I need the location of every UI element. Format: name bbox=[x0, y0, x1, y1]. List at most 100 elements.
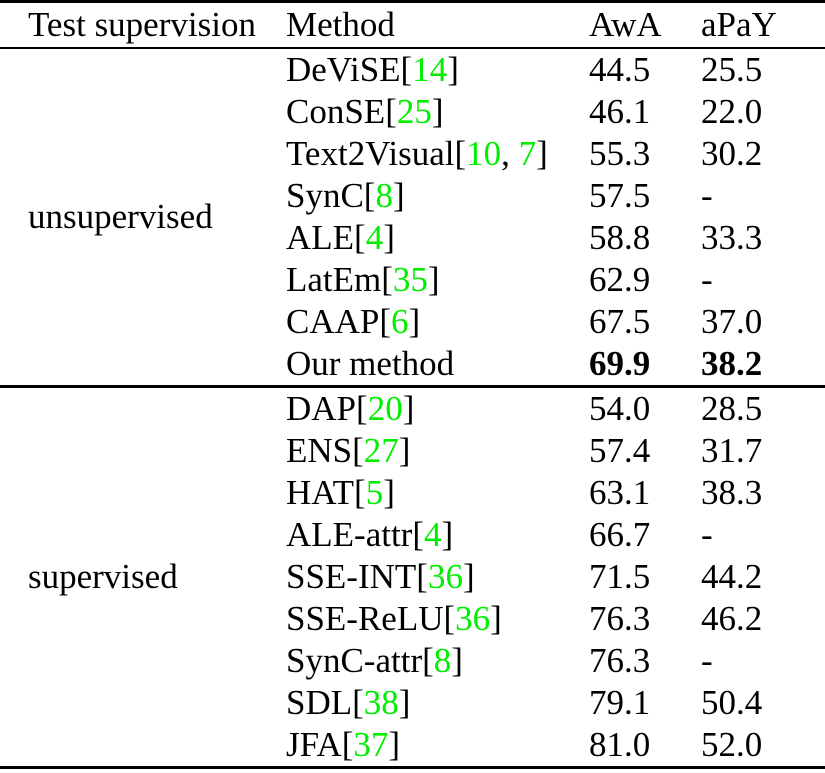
method-name: SynC[ bbox=[286, 176, 376, 215]
method-name: ] bbox=[388, 725, 401, 764]
apay-value: 38.3 bbox=[701, 473, 763, 512]
method-name: ] bbox=[398, 683, 411, 722]
method-name: ] bbox=[383, 218, 395, 257]
method-name: , bbox=[501, 134, 519, 173]
section-supervised: supervised DAP[20] 54.0 28.5 ENS[27] 57.4 31.7… bbox=[0, 386, 825, 768]
method-name: ] bbox=[462, 557, 475, 596]
citation-ref: 6 bbox=[391, 302, 409, 341]
method-name: ] bbox=[383, 473, 395, 512]
citation-ref: 36 bbox=[455, 599, 491, 638]
method-cell: ALE[4] bbox=[257, 217, 585, 259]
method-name: JFA[ bbox=[286, 725, 354, 764]
method-name: ] bbox=[490, 599, 502, 638]
method-name: DAP[ bbox=[286, 389, 368, 428]
method-name: LatEm[ bbox=[286, 260, 393, 299]
method-name: SynC-attr[ bbox=[286, 641, 434, 680]
table-row: supervised DAP[20] 54.0 28.5 bbox=[0, 387, 825, 596]
citation-ref: 5 bbox=[365, 473, 384, 512]
header-method: Method bbox=[286, 5, 395, 44]
method-name: ALE-attr[ bbox=[286, 515, 424, 554]
apay-value: - bbox=[701, 641, 713, 680]
table-row: ConSE[25] 46.1 22.0 bbox=[0, 91, 825, 133]
citation-ref: 36 bbox=[427, 557, 463, 596]
citation-ref: 37 bbox=[353, 725, 389, 764]
awa-value: 76.3 bbox=[589, 641, 651, 680]
apay-value: 33.3 bbox=[701, 218, 763, 257]
apay-value: 28.5 bbox=[701, 389, 763, 428]
awa-value: 62.9 bbox=[589, 260, 651, 299]
table-row: SSE-INT[36] 71.5 44.2 bbox=[0, 556, 825, 598]
awa-value: 57.5 bbox=[589, 176, 651, 215]
method-cell: LatEm[35] bbox=[257, 259, 585, 301]
awa-value: 63.1 bbox=[589, 473, 651, 512]
apay-value: 50.4 bbox=[701, 683, 763, 722]
apay-value: 38.2 bbox=[701, 344, 763, 383]
awa-value: 79.1 bbox=[589, 683, 651, 722]
method-cell: Our method bbox=[257, 343, 585, 387]
table-row: CAAP[6] 67.5 37.0 bbox=[0, 301, 825, 343]
awa-value: 81.0 bbox=[589, 725, 651, 764]
header-apay: aPaY bbox=[701, 5, 777, 44]
method-cell: SDL[38] bbox=[257, 682, 585, 724]
citation-ref: 8 bbox=[433, 641, 452, 680]
apay-value: 46.2 bbox=[701, 599, 763, 638]
apay-value: - bbox=[701, 260, 713, 299]
method-name: ENS[ bbox=[286, 431, 364, 470]
apay-value: 30.2 bbox=[701, 134, 763, 173]
table-row: SDL[38] 79.1 50.4 bbox=[0, 682, 825, 724]
section-label: supervised bbox=[28, 557, 178, 596]
method-name: SDL[ bbox=[286, 683, 364, 722]
table-row: HAT[5] 63.1 38.3 bbox=[0, 472, 825, 514]
method-cell: ALE-attr[4] bbox=[257, 514, 585, 556]
method-name: SSE-ReLU[ bbox=[286, 599, 456, 638]
table-row: SynC-attr[8] 76.3- bbox=[0, 640, 825, 682]
method-name: ] bbox=[408, 302, 421, 341]
awa-value: 57.4 bbox=[589, 431, 651, 470]
method-name: ALE[ bbox=[286, 218, 366, 257]
method-name: ] bbox=[441, 515, 454, 554]
citation-ref: 4 bbox=[423, 515, 442, 554]
method-name: SSE-INT[ bbox=[286, 557, 428, 596]
awa-value: 46.1 bbox=[589, 92, 651, 131]
awa-value: 69.9 bbox=[589, 344, 651, 383]
table-row: unsupervised DeViSE[14] 44.5 25.5 bbox=[0, 48, 825, 236]
method-name: HAT[ bbox=[286, 473, 366, 512]
apay-value: - bbox=[701, 176, 713, 215]
apay-value: 37.0 bbox=[701, 302, 763, 341]
method-cell: SSE-INT[36] bbox=[257, 556, 585, 598]
method-name: ] bbox=[447, 50, 459, 89]
awa-value: 44.5 bbox=[589, 50, 651, 89]
method-name: Text2Visual[ bbox=[286, 134, 467, 173]
section-unsupervised: unsupervised DeViSE[14] 44.5 25.5 ConSE[25] 4… bbox=[0, 48, 825, 387]
method-cell: ConSE[25] bbox=[257, 91, 585, 133]
citation-ref: 14 bbox=[412, 50, 448, 89]
table-row: JFA[37] 81.0 52.0 bbox=[0, 724, 825, 768]
apay-value: 44.2 bbox=[701, 557, 763, 596]
method-name: Our method bbox=[286, 344, 455, 383]
header-row: Test supervision Method AwA aPaY bbox=[0, 2, 825, 49]
awa-value: 55.3 bbox=[589, 134, 651, 173]
header-test-supervision: Test supervision bbox=[28, 5, 256, 44]
apay-value: 25.5 bbox=[701, 50, 763, 89]
method-cell: HAT[5] bbox=[257, 472, 585, 514]
table-row: ALE-attr[4] 66.7- bbox=[0, 514, 825, 556]
table-header: Test supervision Method AwA aPaY bbox=[0, 2, 825, 49]
awa-value: 54.0 bbox=[589, 389, 651, 428]
awa-value: 76.3 bbox=[589, 599, 651, 638]
citation-ref: 4 bbox=[365, 218, 384, 257]
apay-value: 31.7 bbox=[701, 431, 763, 470]
citation-ref: 25 bbox=[396, 92, 432, 131]
method-cell: DeViSE[14] bbox=[257, 48, 585, 91]
apay-value: - bbox=[701, 515, 713, 554]
table-row: SynC[8] 57.5- bbox=[0, 175, 825, 217]
citation-ref: 8 bbox=[375, 176, 393, 215]
table-row: SSE-ReLU[36] 76.3 46.2 bbox=[0, 598, 825, 640]
awa-value: 58.8 bbox=[589, 218, 651, 257]
header-awa: AwA bbox=[589, 5, 662, 44]
apay-value: 52.0 bbox=[701, 725, 763, 764]
method-name: ConSE[ bbox=[286, 92, 397, 131]
table-row: Our method 69.9 38.2 bbox=[0, 343, 825, 387]
method-name: ] bbox=[431, 92, 444, 131]
